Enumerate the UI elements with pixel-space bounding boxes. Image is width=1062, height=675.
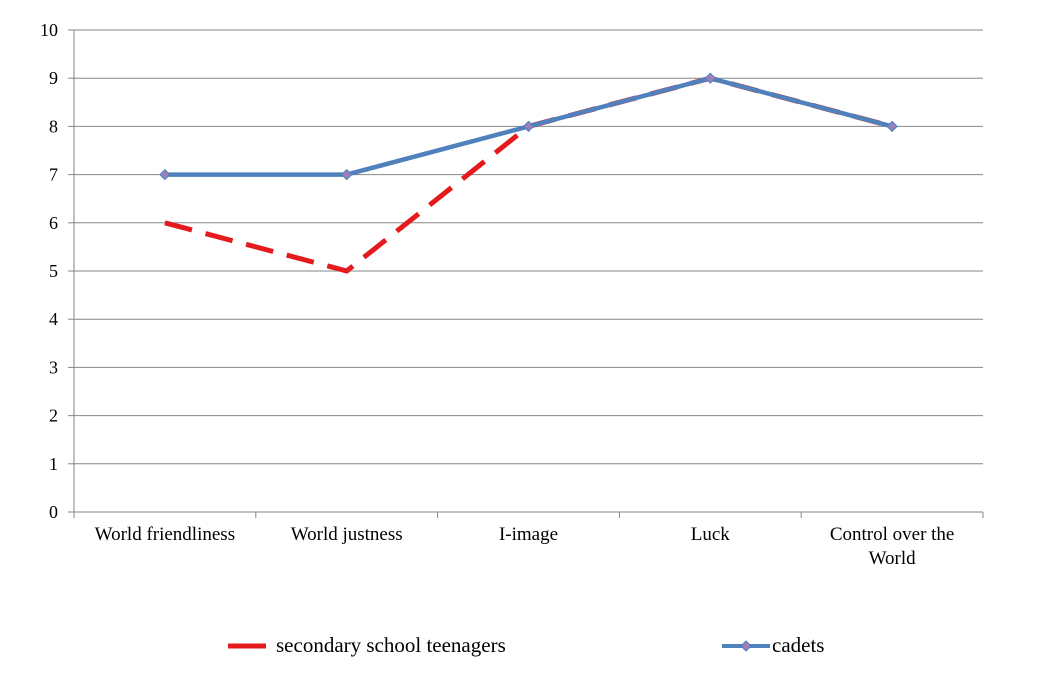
x-axis-ticks (73, 512, 984, 518)
legend-item-cadets: cadets (722, 633, 824, 658)
y-tick-label: 5 (49, 261, 58, 281)
x-category-label: Control over the World (829, 524, 955, 569)
point-marker-cadets (159, 168, 171, 181)
y-tick-label: 4 (49, 309, 58, 329)
y-tick-label: 9 (49, 68, 58, 88)
x-category-label: World friendliness (94, 524, 236, 545)
legend-swatch-teenagers (228, 643, 266, 648)
legend-label-cadets: cadets (772, 633, 825, 657)
series-layer (159, 72, 898, 274)
y-tick-label: 8 (49, 116, 58, 136)
y-tick-label: 6 (49, 213, 58, 233)
point-marker-cadets (704, 72, 717, 84)
y-tick-label: 2 (49, 406, 58, 426)
point-marker-cadets (522, 120, 535, 133)
legend-item-teenagers: secondary school teenagers (228, 633, 506, 658)
point-marker-cadets (340, 168, 353, 181)
legend-swatch-cadets (722, 639, 770, 652)
gridlines (68, 29, 983, 513)
y-tick-label: 0 (49, 502, 58, 522)
x-category-label: Luck (690, 524, 730, 545)
y-axis-tick-labels: 0 1 2 3 4 5 6 7 8 9 10 (40, 20, 58, 522)
y-tick-label: 7 (49, 165, 58, 185)
y-tick-label: 3 (49, 357, 58, 377)
y-tick-label: 1 (49, 454, 58, 474)
legend-label-teenagers: secondary school teenagers (276, 633, 506, 657)
y-tick-label: 10 (40, 20, 58, 40)
point-marker-cadets (886, 120, 898, 133)
x-category-label: I-image (498, 524, 559, 545)
x-category-label: World justness (290, 524, 403, 545)
